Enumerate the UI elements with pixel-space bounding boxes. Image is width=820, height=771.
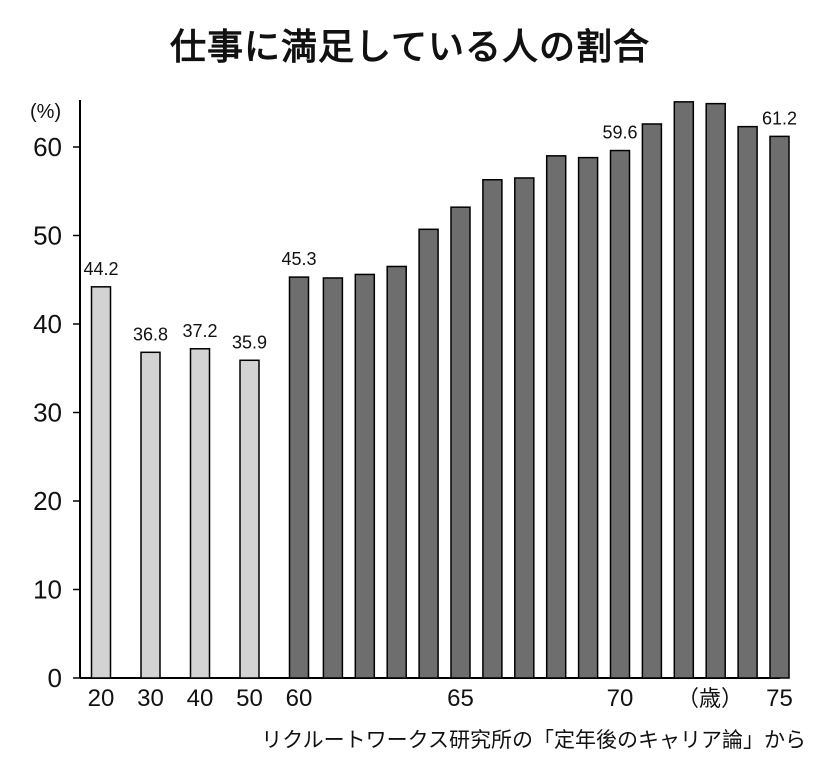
y-tick-label: 10 xyxy=(33,575,62,605)
bar xyxy=(90,286,112,679)
data-label: 36.8 xyxy=(133,324,168,344)
x-tick-label: 50 xyxy=(236,685,263,712)
bar xyxy=(673,101,695,679)
chart-title: 仕事に満足している人の割合 xyxy=(170,27,650,68)
x-axis-label: （歳） xyxy=(677,687,743,712)
bar xyxy=(545,155,567,679)
data-label: 37.2 xyxy=(182,321,217,341)
y-tick-label: 60 xyxy=(33,132,62,162)
bar xyxy=(418,228,439,679)
bar xyxy=(322,277,344,679)
x-tick-label: 40 xyxy=(187,685,214,712)
x-tick-label: 75 xyxy=(766,685,793,712)
bar xyxy=(386,265,407,679)
bar xyxy=(641,123,663,679)
bar xyxy=(705,102,726,679)
bar xyxy=(577,156,599,679)
bar xyxy=(189,348,211,679)
x-tick-label: 70 xyxy=(607,685,634,712)
x-tick-label: 60 xyxy=(286,685,313,712)
bar xyxy=(140,351,161,679)
data-label: 44.2 xyxy=(83,259,118,279)
y-axis-label: (%) xyxy=(30,101,61,123)
bar xyxy=(737,125,758,679)
bar xyxy=(769,135,790,679)
data-label: 35.9 xyxy=(232,332,267,352)
bar xyxy=(450,206,471,679)
bar xyxy=(482,178,503,679)
bar xyxy=(239,359,260,679)
bar xyxy=(609,149,631,679)
y-tick-label: 0 xyxy=(48,663,62,693)
y-tick-label: 20 xyxy=(33,486,62,516)
source-note: リクルートワークス研究所の「定年後のキャリア論」から xyxy=(261,728,806,752)
bar xyxy=(514,177,535,679)
y-tick-label: 30 xyxy=(33,398,62,428)
x-tick-label: 20 xyxy=(88,685,115,712)
data-label: 61.2 xyxy=(762,108,797,128)
y-tick-label: 40 xyxy=(33,309,62,339)
data-label: 59.6 xyxy=(602,123,637,143)
x-tick-label: 65 xyxy=(447,685,474,712)
y-tick-label: 50 xyxy=(33,221,62,251)
x-tick-label: 30 xyxy=(137,685,164,712)
data-label: 45.3 xyxy=(281,249,316,269)
bar xyxy=(288,276,310,679)
bar xyxy=(354,273,376,679)
